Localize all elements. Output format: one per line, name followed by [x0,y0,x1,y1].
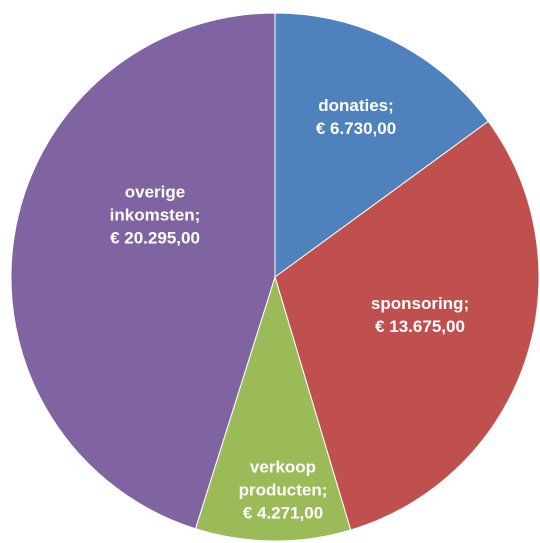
value-label: € 6.730,00 [315,119,397,138]
slice-label: donaties; € 6.730,00 [286,94,426,140]
category-label: sponsoring; [370,294,470,313]
category-label: overige inkomsten; [109,182,201,225]
category-label: verkoop producten; [238,457,328,500]
slice-label: sponsoring; € 13.675,00 [345,292,495,338]
value-label: € 13.675,00 [375,317,465,336]
pie-slice [274,120,540,531]
pie-slice [10,12,276,530]
value-label: € 20.295,00 [110,228,200,248]
value-label: € 4.271,00 [242,503,324,523]
pie-slice [194,275,352,542]
slice-label: overige inkomsten; € 20.295,00 [95,181,215,250]
slice-label: verkoop producten; € 4.271,00 [233,456,333,525]
pie-slice [274,12,489,278]
category-label: donaties; [318,96,394,115]
